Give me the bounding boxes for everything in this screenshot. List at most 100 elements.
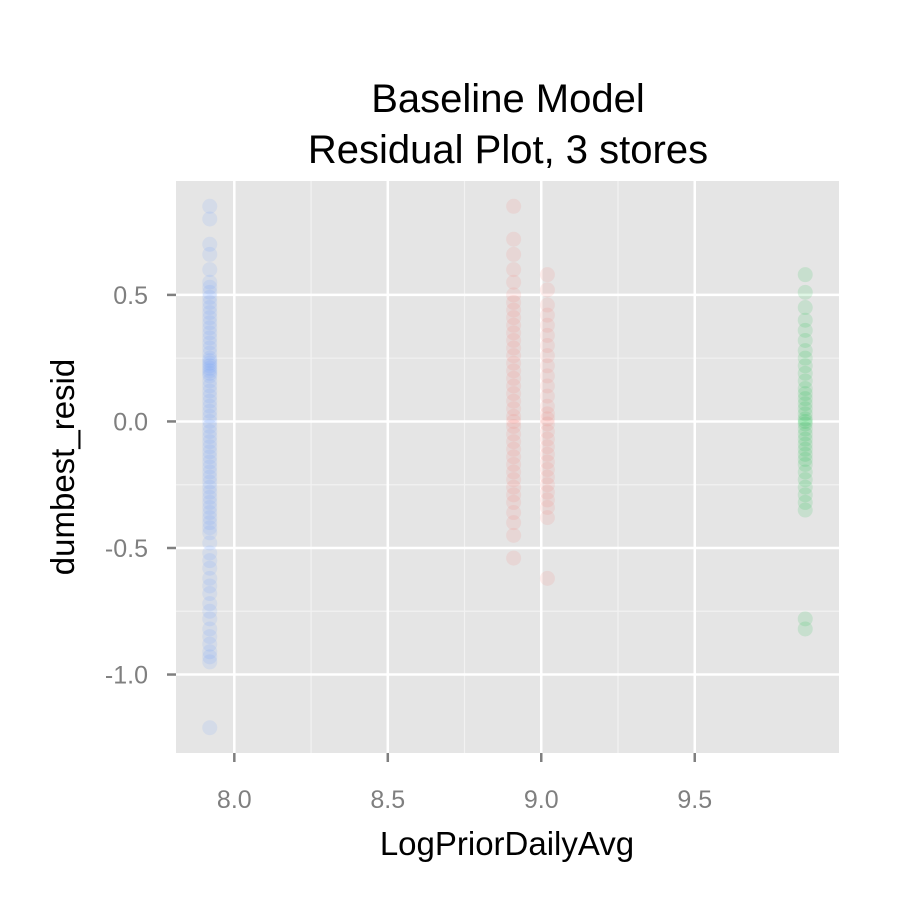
data-point	[202, 611, 218, 627]
data-point	[506, 527, 522, 543]
data-point	[506, 515, 522, 531]
data-point	[539, 446, 555, 462]
y-tick-label: -1.0	[105, 662, 148, 690]
data-point	[202, 520, 218, 536]
data-point	[202, 360, 218, 376]
data-point	[202, 439, 218, 455]
data-point	[202, 294, 218, 310]
data-point	[797, 446, 813, 462]
data-point	[202, 413, 218, 429]
data-point	[506, 363, 522, 379]
data-point	[202, 393, 218, 409]
data-point	[797, 479, 813, 495]
data-point	[539, 398, 555, 414]
data-point	[202, 505, 218, 521]
data-point	[506, 479, 522, 495]
data-point	[202, 358, 218, 374]
data-point	[539, 317, 555, 333]
data-point	[202, 649, 218, 665]
data-point	[202, 330, 218, 346]
x-tick-label: 8.5	[370, 786, 405, 814]
data-point	[506, 550, 522, 566]
data-point	[539, 484, 555, 500]
data-point	[202, 365, 218, 381]
data-point	[202, 654, 218, 670]
data-point	[539, 406, 555, 422]
data-point	[797, 343, 813, 359]
data-point	[797, 611, 813, 627]
data-point	[506, 386, 522, 402]
chart-title-line-1: Baseline Model	[371, 77, 645, 121]
data-point	[202, 246, 218, 262]
data-point	[202, 211, 218, 227]
data-point	[506, 287, 522, 303]
data-point	[202, 469, 218, 485]
data-point	[202, 464, 218, 480]
data-point	[202, 636, 218, 652]
data-point	[202, 300, 218, 316]
data-point	[539, 348, 555, 364]
data-point	[202, 368, 218, 384]
data-point	[506, 231, 522, 247]
data-point	[797, 413, 813, 429]
data-point	[797, 411, 813, 427]
data-point	[202, 560, 218, 576]
data-point	[202, 403, 218, 419]
data-point	[506, 348, 522, 364]
data-point	[797, 502, 813, 518]
data-point	[202, 429, 218, 445]
data-point	[202, 515, 218, 531]
data-point	[539, 570, 555, 586]
data-point	[539, 462, 555, 478]
data-point	[506, 408, 522, 424]
data-point	[202, 454, 218, 470]
data-point	[539, 282, 555, 298]
data-point	[202, 325, 218, 341]
data-point	[797, 267, 813, 283]
data-point	[797, 373, 813, 389]
data-point	[202, 499, 218, 515]
data-point	[202, 388, 218, 404]
data-point	[202, 398, 218, 414]
data-point	[506, 378, 522, 394]
data-point	[539, 492, 555, 508]
data-point	[539, 499, 555, 515]
data-point	[506, 505, 522, 521]
data-points	[202, 198, 813, 736]
data-point	[202, 596, 218, 612]
x-tick-label: 8.0	[217, 786, 252, 814]
data-point	[202, 484, 218, 500]
chart-title-line-2: Residual Plot, 3 stores	[308, 128, 708, 172]
data-point	[797, 386, 813, 402]
data-point	[539, 416, 555, 432]
data-point	[202, 553, 218, 569]
data-point	[202, 363, 218, 379]
data-point	[202, 340, 218, 356]
data-point	[202, 494, 218, 510]
data-point	[797, 421, 813, 437]
data-point	[797, 456, 813, 472]
data-point	[797, 487, 813, 503]
data-point	[797, 472, 813, 488]
data-point	[539, 378, 555, 394]
data-point	[797, 401, 813, 417]
data-point	[797, 312, 813, 328]
data-point	[539, 307, 555, 323]
data-point	[506, 370, 522, 386]
data-point	[797, 391, 813, 407]
data-point	[202, 479, 218, 495]
data-point	[202, 474, 218, 490]
major-gridlines	[176, 181, 839, 753]
y-tick-label: 0.5	[113, 282, 148, 310]
data-point	[797, 322, 813, 338]
data-point	[202, 408, 218, 424]
y-tick-label: -0.5	[105, 535, 148, 563]
data-point	[539, 477, 555, 493]
data-point	[506, 456, 522, 472]
data-point	[539, 424, 555, 440]
data-point	[202, 335, 218, 351]
data-point	[506, 246, 522, 262]
data-point	[797, 358, 813, 374]
y-tick-label: 0.0	[113, 408, 148, 436]
data-point	[797, 332, 813, 348]
